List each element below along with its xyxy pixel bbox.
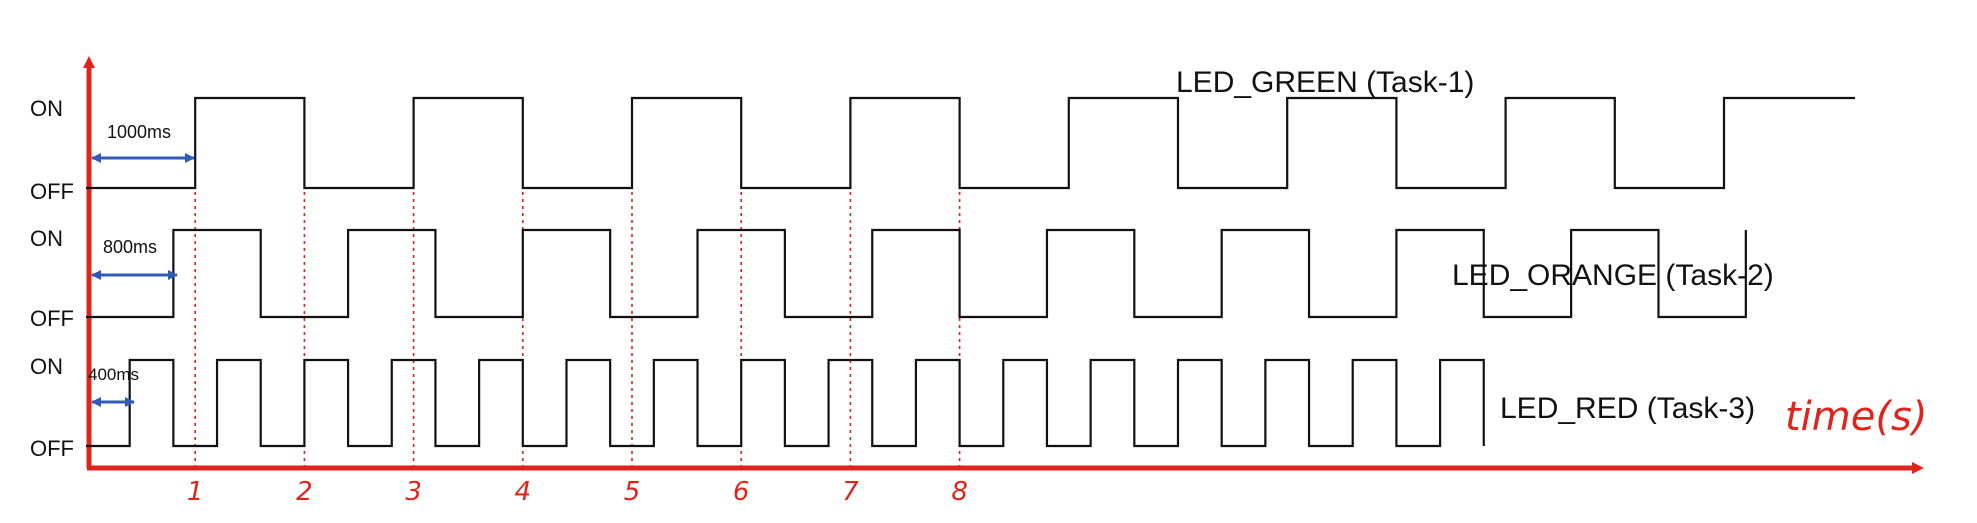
time-tick-label: 1 (187, 477, 204, 507)
led-red-waveform (86, 358, 1485, 448)
green-off-label: OFF (30, 179, 74, 204)
led-green-waveform (86, 96, 1856, 190)
led-orange-label: LED_ORANGE (Task-2) (1452, 259, 1774, 292)
time-tick-label: 2 (296, 477, 313, 507)
green-delay-label: 1000ms (107, 122, 171, 142)
red-delay-label: 400ms (88, 365, 139, 384)
time-tick-label: 4 (515, 477, 532, 507)
time-tick-label: 7 (842, 477, 859, 507)
orange-off-label: OFF (30, 306, 74, 331)
time-axis-label: time(s) (1785, 394, 1927, 440)
orange-delay-label: 800ms (103, 237, 157, 257)
time-tick-labels: 1 2 3 4 5 6 7 8 (187, 477, 968, 507)
led-green-label: LED_GREEN (Task-1) (1176, 66, 1474, 99)
orange-on-label: ON (30, 226, 63, 251)
green-on-label: ON (30, 96, 63, 121)
red-on-label: ON (30, 354, 63, 379)
time-tick-label: 5 (624, 477, 641, 507)
led-red-label: LED_RED (Task-3) (1500, 392, 1755, 425)
time-marker-lines (194, 178, 961, 468)
time-tick-label: 8 (951, 477, 968, 507)
red-off-label: OFF (30, 436, 74, 461)
time-tick-label: 3 (405, 477, 422, 507)
time-tick-label: 6 (733, 477, 750, 507)
led-orange-waveform (86, 228, 1747, 319)
